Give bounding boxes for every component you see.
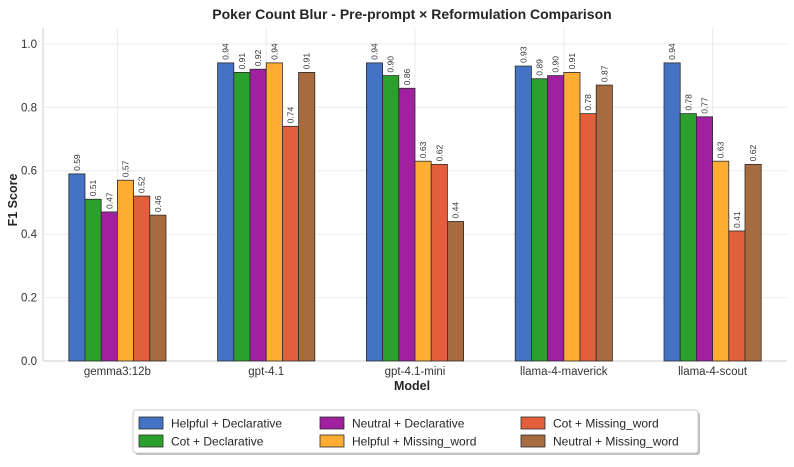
- bar: [679, 113, 697, 362]
- bar: [281, 125, 299, 362]
- data-label: 0.63: [716, 141, 726, 158]
- data-label: 0.47: [104, 192, 114, 209]
- y-tick-label: 0.6: [21, 166, 37, 178]
- bar: [414, 160, 432, 362]
- data-label: 0.59: [72, 154, 82, 171]
- data-label: 0.90: [551, 56, 561, 73]
- x-tick-label: llama-4-scout: [678, 366, 748, 378]
- legend-swatch: [319, 434, 345, 448]
- data-label: 0.92: [253, 49, 263, 66]
- bar: [579, 113, 597, 362]
- data-label: 0.89: [535, 59, 545, 76]
- data-label: 0.94: [269, 43, 279, 60]
- axes: 0.0 0.2 0.4 0.6 0.8 1.0 gemma3:12b gpt-4.1 gpt-4…: [21, 28, 787, 378]
- bar: [712, 160, 730, 362]
- legend-entry-label: Neutral + Declarative: [352, 417, 465, 431]
- legend-entry-label: Neutral + Missing_word: [553, 435, 679, 449]
- data-label: 0.57: [121, 160, 131, 177]
- data-label: 0.51: [88, 179, 98, 196]
- bar: [696, 116, 714, 362]
- data-label: 0.91: [567, 53, 577, 70]
- bar: [744, 163, 762, 362]
- legend-box: [132, 409, 699, 454]
- x-tick-label: gemma3:12b: [84, 366, 151, 378]
- data-label: 0.91: [302, 53, 312, 70]
- legend-swatch: [319, 416, 345, 430]
- data-label: 0.74: [286, 106, 296, 123]
- legend: Helpful + Declarative Cot + Declarative Ne…: [132, 409, 700, 455]
- data-label: 0.44: [451, 202, 461, 219]
- y-axis-label: F1 Score: [6, 174, 20, 227]
- bar: [217, 62, 235, 362]
- chart-title: Poker Count Blur - Pre-prompt × Reformul…: [212, 6, 611, 22]
- data-label: 0.91: [237, 53, 247, 70]
- bar: [563, 72, 581, 362]
- bar: [595, 84, 613, 362]
- data-label: 0.77: [700, 97, 710, 114]
- legend-entry-label: Cot + Declarative: [171, 435, 264, 449]
- bar: [728, 230, 746, 362]
- bars: [68, 62, 762, 362]
- y-tick-label: 0.8: [21, 102, 37, 114]
- data-label: 0.86: [402, 68, 412, 85]
- legend-entry-label: Cot + Missing_word: [553, 417, 659, 431]
- x-tick-label: gpt-4.1: [248, 366, 284, 378]
- data-label: 0.62: [434, 145, 444, 162]
- data-labels: 0.59 0.51 0.47 0.57 0.52 0.46 0.94 0.91 0.92 0.94…: [72, 43, 758, 228]
- legend-swatch: [138, 416, 164, 430]
- bar: [430, 163, 448, 362]
- bar: [398, 87, 416, 362]
- bar: [249, 68, 267, 362]
- bar: [446, 221, 464, 362]
- bar: [514, 65, 532, 362]
- bar: [117, 179, 135, 362]
- bar: [149, 214, 167, 362]
- legend-swatch: [520, 416, 546, 430]
- y-tick-label: 0.2: [21, 293, 37, 305]
- bar: [663, 62, 681, 362]
- data-label: 0.78: [583, 94, 593, 111]
- legend-swatch: [138, 434, 164, 448]
- data-label: 0.46: [153, 195, 163, 212]
- bar: [265, 62, 283, 362]
- data-label: 0.78: [683, 94, 693, 111]
- data-label: 0.63: [418, 141, 428, 158]
- bar: [233, 72, 251, 362]
- bar: [100, 211, 118, 362]
- data-label: 0.94: [667, 43, 677, 60]
- bar: [84, 198, 102, 362]
- bar: [382, 75, 400, 362]
- y-tick-label: 0.4: [21, 229, 38, 241]
- x-tick-label: gpt-4.1-mini: [385, 366, 446, 378]
- bar: [531, 78, 549, 362]
- data-label: 0.62: [748, 145, 758, 162]
- x-axis-label: Model: [394, 379, 430, 393]
- x-tick-label: llama-4-maverick: [520, 366, 608, 378]
- legend-entry-label: Helpful + Declarative: [171, 417, 282, 431]
- data-label: 0.93: [518, 46, 528, 63]
- data-label: 0.41: [732, 211, 742, 228]
- bar: [133, 195, 151, 362]
- y-tick-label: 0.0: [21, 356, 37, 368]
- bar: [68, 173, 86, 362]
- bar: [547, 75, 565, 362]
- y-tick-label: 1.0: [21, 39, 37, 51]
- data-label: 0.52: [137, 176, 147, 193]
- data-label: 0.94: [370, 43, 380, 60]
- bar: [365, 62, 383, 362]
- data-label: 0.94: [221, 43, 231, 60]
- legend-swatch: [520, 434, 546, 448]
- legend-entry-label: Helpful + Missing_word: [352, 435, 476, 449]
- data-label: 0.87: [599, 65, 609, 82]
- data-label: 0.90: [386, 56, 396, 73]
- bar: [298, 72, 316, 362]
